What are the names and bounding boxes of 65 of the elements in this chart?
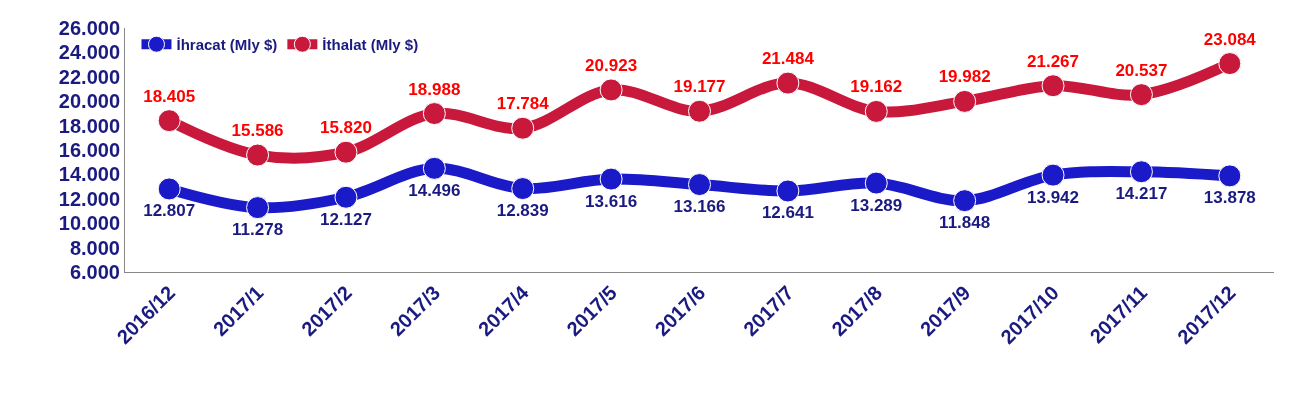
data-label: 20.537 (1115, 60, 1168, 80)
data-label: 12.127 (319, 209, 372, 229)
data-label: 21.484 (761, 49, 815, 69)
data-label: 13.166 (673, 197, 726, 217)
data-label: 11.848 (939, 213, 991, 233)
data-label: 18.988 (408, 79, 461, 99)
point (864, 99, 888, 123)
point (1218, 52, 1242, 76)
y-tick-label: 8.000 (69, 236, 120, 259)
point (334, 185, 358, 209)
point (246, 196, 270, 220)
y-tick-label: 18.000 (58, 114, 120, 137)
data-label: 13.616 (585, 191, 638, 211)
point (1218, 164, 1242, 188)
point (688, 173, 711, 197)
y-tick-label: 14.000 (58, 163, 120, 186)
data-label: 13.289 (850, 195, 903, 215)
data-label: 12.807 (143, 201, 196, 221)
point (511, 177, 535, 201)
point (422, 156, 446, 180)
data-label: 12.641 (761, 203, 814, 223)
y-tick-label: 12.000 (58, 187, 120, 210)
point (246, 143, 270, 167)
point (599, 78, 623, 102)
legend-label: İhracat (Mly $) (176, 36, 278, 54)
data-label: 18.405 (143, 86, 196, 106)
data-label: 23.084 (1203, 29, 1257, 49)
point (953, 189, 977, 213)
data-label: 19.162 (850, 77, 903, 97)
point (1129, 83, 1153, 107)
y-tick-label: 6.000 (69, 261, 120, 283)
data-label: 11.278 (232, 220, 284, 240)
point (157, 109, 181, 133)
data-label: 14.496 (408, 180, 461, 200)
point (1129, 160, 1153, 184)
data-label: 15.820 (319, 118, 372, 138)
point (422, 102, 446, 126)
y-tick-label: 16.000 (58, 139, 120, 161)
data-label: 12.839 (496, 201, 549, 221)
point (1041, 163, 1065, 187)
y-tick-label: 22.000 (58, 65, 120, 88)
data-label: 17.784 (496, 94, 550, 114)
point (334, 140, 358, 164)
point (864, 171, 888, 195)
point (688, 99, 711, 123)
point (157, 177, 181, 201)
data-label: 21.267 (1027, 51, 1080, 71)
point (511, 116, 535, 140)
legend-label: İthalat (Mly $) (322, 36, 419, 54)
point (776, 71, 800, 95)
point (1041, 74, 1065, 98)
data-label: 15.586 (231, 121, 284, 141)
data-label: 13.878 (1203, 188, 1256, 208)
y-tick-label: 24.000 (58, 41, 120, 64)
data-label: 19.177 (673, 77, 726, 97)
y-tick-label: 20.000 (58, 90, 120, 113)
y-tick-label: 10.000 (58, 212, 120, 235)
data-label: 14.217 (1115, 184, 1168, 204)
y-tick-label: 26.000 (58, 17, 120, 39)
data-label: 20.923 (585, 55, 638, 75)
point (953, 89, 977, 113)
point (776, 179, 800, 203)
data-label: 19.982 (938, 67, 991, 87)
data-label: 13.942 (1027, 187, 1080, 207)
point (599, 167, 623, 191)
